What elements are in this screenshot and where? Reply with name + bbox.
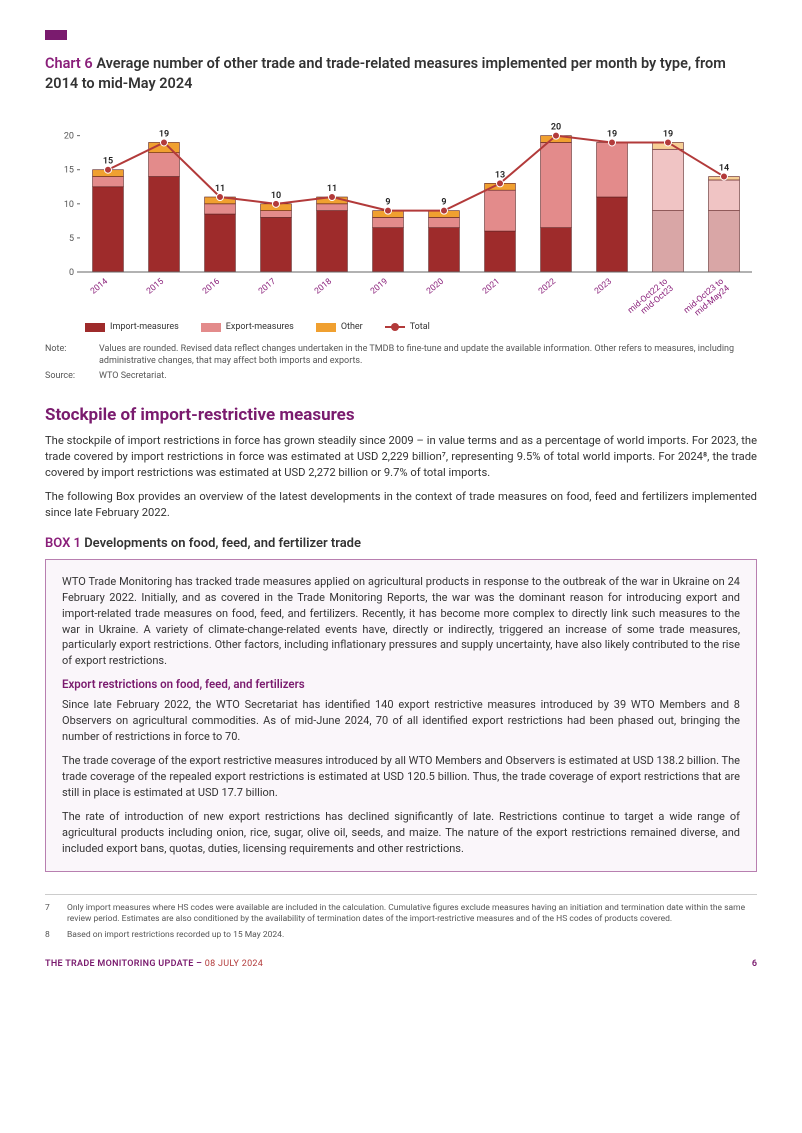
footnote-7-text: Only import measures where HS codes were… (67, 903, 757, 926)
svg-text:9: 9 (385, 198, 390, 208)
legend-other-label: Other (341, 322, 363, 332)
legend-import: Import-measures (85, 322, 179, 332)
legend-import-label: Import-measures (110, 322, 179, 332)
footer-date: 08 JULY 2024 (205, 959, 263, 969)
legend-total-label: Total (410, 322, 430, 332)
svg-text:14: 14 (719, 164, 729, 174)
page: Chart 6 Average number of other trade an… (0, 0, 802, 1133)
box-p1: WTO Trade Monitoring has tracked trade m… (62, 574, 740, 670)
svg-text:2019: 2019 (369, 277, 390, 297)
footer-left: THE TRADE MONITORING UPDATE – 08 JULY 20… (45, 959, 263, 969)
chart-title: Chart 6 Average number of other trade an… (45, 54, 757, 93)
swatch-import (85, 323, 105, 332)
svg-text:19: 19 (607, 130, 617, 140)
legend-total: Total (385, 321, 430, 333)
chart-legend: Import-measures Export-measures Other To… (85, 321, 757, 333)
footnote-8-text: Based on import restrictions recorded up… (67, 930, 284, 941)
box-p4: The rate of introduction of new export r… (62, 809, 740, 857)
box-title-text: Developments on food, feed, and fertiliz… (84, 536, 361, 551)
svg-text:2017: 2017 (257, 277, 278, 297)
section-p1: The stockpile of import restrictions in … (45, 433, 757, 482)
note-label: Note: (45, 343, 87, 367)
svg-text:20: 20 (64, 132, 74, 142)
chart-title-lead: Chart 6 (45, 55, 93, 72)
swatch-total (385, 321, 405, 333)
svg-text:20: 20 (551, 123, 561, 133)
svg-text:11: 11 (327, 184, 337, 194)
chart-6: 0510152015201419201511201610201711201892… (45, 107, 757, 317)
svg-text:2014: 2014 (89, 277, 110, 297)
footnote-8-num: 8 (45, 930, 57, 941)
svg-text:2022: 2022 (537, 277, 558, 297)
swatch-export (201, 323, 221, 332)
svg-text:19: 19 (663, 130, 673, 140)
legend-export-label: Export-measures (226, 322, 294, 332)
svg-text:13: 13 (495, 170, 505, 180)
box-title: BOX 1 Developments on food, feed, and fe… (45, 536, 757, 551)
svg-text:2018: 2018 (313, 277, 334, 297)
box-subheading: Export restrictions on food, feed, and f… (62, 677, 740, 691)
legend-other: Other (316, 322, 363, 332)
svg-text:2023: 2023 (593, 277, 614, 297)
svg-text:5: 5 (69, 234, 74, 244)
svg-text:2021: 2021 (481, 277, 502, 297)
chart-notes: Note: Values are rounded. Revised data r… (45, 343, 757, 382)
box-1: WTO Trade Monitoring has tracked trade m… (45, 559, 757, 872)
chart-title-rest: Average number of other trade and trade-… (45, 55, 726, 92)
footer-page: 6 (752, 959, 757, 969)
box-lead: BOX 1 (45, 536, 81, 551)
page-footer: THE TRADE MONITORING UPDATE – 08 JULY 20… (45, 959, 757, 969)
svg-text:2015: 2015 (145, 277, 166, 297)
note-text: Values are rounded. Revised data reflect… (99, 343, 757, 367)
section-heading: Stockpile of import-restrictive measures (45, 405, 757, 425)
section-p2: The following Box provides an overview o… (45, 489, 757, 521)
svg-text:0: 0 (69, 268, 74, 278)
source-text: WTO Secretariat. (99, 370, 167, 382)
svg-text:10: 10 (271, 191, 281, 201)
box-p2: Since late February 2022, the WTO Secret… (62, 697, 740, 745)
box-p3: The trade coverage of the export restric… (62, 753, 740, 801)
svg-text:2016: 2016 (201, 277, 222, 297)
accent-bar (45, 30, 67, 40)
svg-text:15: 15 (103, 157, 113, 167)
legend-export: Export-measures (201, 322, 294, 332)
svg-text:2020: 2020 (425, 277, 446, 297)
svg-text:mid-Oct23 tomid-May24: mid-Oct23 tomid-May24 (682, 277, 732, 317)
svg-text:mid-Oct22 tomid-Oct23: mid-Oct22 tomid-Oct23 (626, 277, 676, 318)
chart-svg: 0510152015201419201511201610201711201892… (45, 107, 757, 317)
source-label: Source: (45, 370, 87, 382)
footnotes: 7 Only import measures where HS codes we… (45, 894, 757, 941)
svg-text:19: 19 (159, 130, 169, 140)
footnote-7-num: 7 (45, 903, 57, 926)
svg-text:9: 9 (441, 198, 446, 208)
footer-sep: – (194, 959, 205, 969)
footer-title: THE TRADE MONITORING UPDATE (45, 959, 194, 969)
svg-text:15: 15 (64, 166, 74, 176)
swatch-other (316, 323, 336, 332)
svg-text:10: 10 (64, 200, 74, 210)
